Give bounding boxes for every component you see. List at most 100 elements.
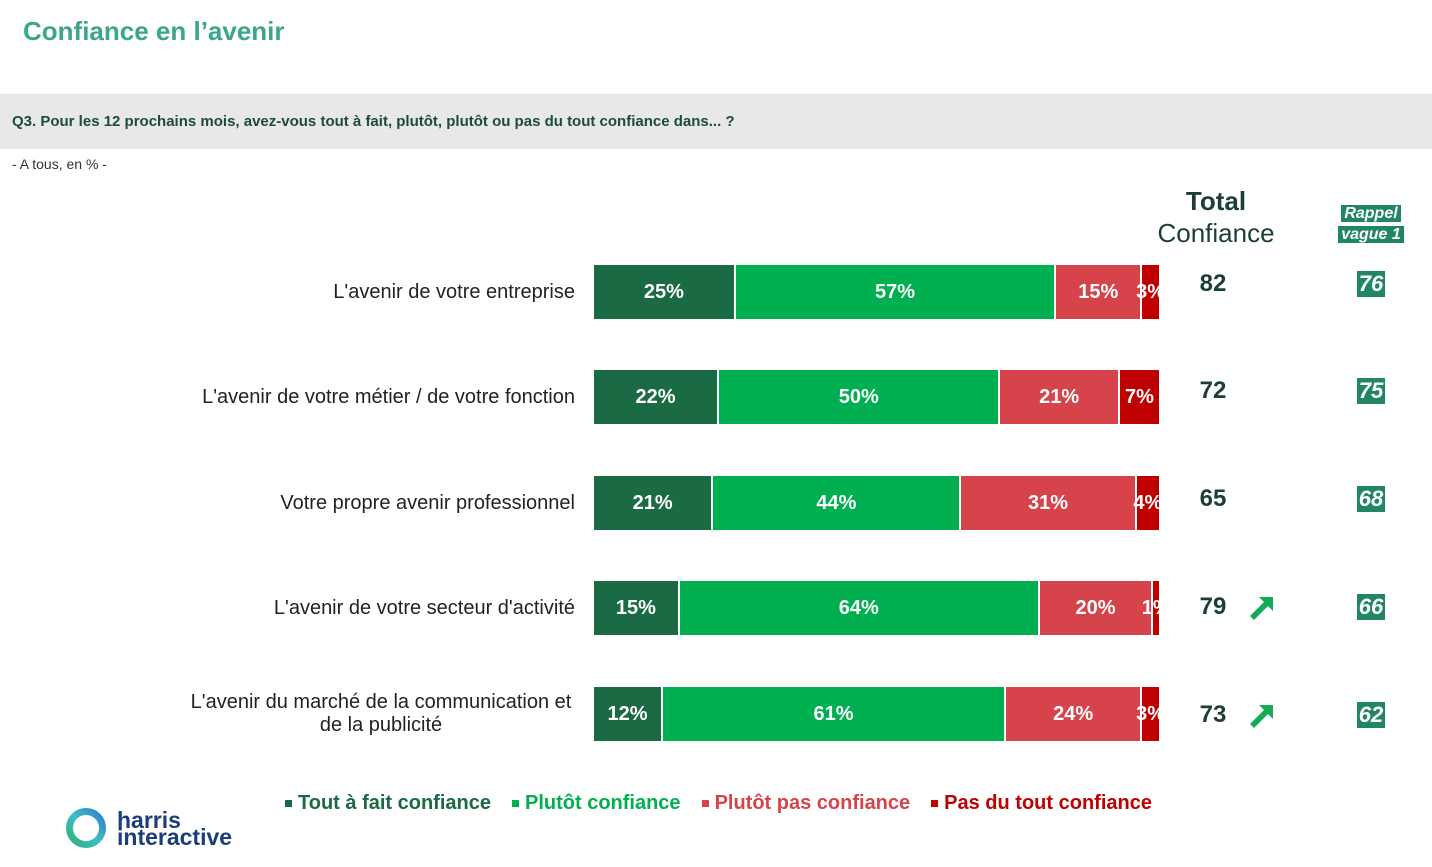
recall-column-header: Rappel vague 1 <box>1311 205 1431 247</box>
stacked-bar: 12%61%24%3% <box>594 687 1159 741</box>
data-label-unit: % <box>1136 386 1154 408</box>
data-label-unit: % <box>638 597 656 619</box>
data-label-unit: % <box>1075 703 1094 725</box>
arrow-shape <box>1250 597 1273 620</box>
data-label: 20% <box>1075 581 1115 635</box>
bar-segment-tout-a-fait: 15% <box>594 581 678 635</box>
data-label-value: 64 <box>838 597 861 619</box>
rappel-vague-1-value: 76 <box>1356 271 1386 297</box>
legend-marker-pas-du-tout <box>931 799 939 807</box>
data-label: 61% <box>814 687 854 741</box>
data-label-unit: % <box>666 281 684 303</box>
bar-segment-pas-du-tout: 3% <box>1136 265 1159 319</box>
data-label: 4% <box>1133 476 1159 530</box>
data-label: 3% <box>1136 687 1159 741</box>
data-label-unit: % <box>835 703 854 725</box>
data-label: 15% <box>1078 265 1118 319</box>
bar-segment-pas-du-tout: 7% <box>1119 370 1159 424</box>
legend-marker-plutot <box>511 799 519 807</box>
data-label-value: 31 <box>1027 492 1051 514</box>
data-label-unit: % <box>654 492 673 514</box>
stacked-bar: 21%44%31%4% <box>594 476 1159 530</box>
data-label: 21% <box>1039 370 1079 424</box>
question-band: Q3. Pour les 12 prochains mois, avez-vou… <box>0 94 1432 149</box>
data-label: 15% <box>616 581 656 635</box>
legend-label-plutot: Plutôt confiance <box>524 792 681 814</box>
category-label: L'avenir de votre secteur d'activité <box>273 596 575 619</box>
data-label-unit: % <box>1061 386 1080 408</box>
page-title: Confiance en l’avenir <box>23 16 285 46</box>
rappel-vague-1-value: 68 <box>1356 486 1386 512</box>
category-label-cell: L'avenir de votre métier / de votre fonc… <box>0 370 575 424</box>
data-label: 50% <box>839 370 879 424</box>
data-label-unit: % <box>1100 281 1119 303</box>
data-label-value: 61 <box>813 703 836 725</box>
data-label: 31% <box>1028 476 1068 530</box>
bar-segment-plutot: 44% <box>713 476 960 530</box>
recall-header-line2: vague 1 <box>1338 226 1404 243</box>
total-confiance-value: 79 <box>1199 593 1227 620</box>
base-note: - A tous, en % - <box>12 156 107 172</box>
arrow-up-right-icon <box>1250 597 1273 620</box>
data-label-unit: % <box>1097 597 1116 619</box>
rappel-vague-1-value: 62 <box>1356 702 1386 728</box>
logo-wordmark-line2: interactive <box>117 824 233 850</box>
legend-marker-plutot-pas <box>701 799 709 807</box>
stacked-bar: 15%64%20%1% <box>594 581 1159 635</box>
rappel-vague-1-cell: 62 <box>1331 702 1411 728</box>
category-label: L'avenir de votre métier / de votre fonc… <box>202 385 575 408</box>
category-label-cell: L'avenir du marché de la communication e… <box>0 687 575 741</box>
total-column-subtitle: Confiance <box>1157 218 1275 248</box>
logo-ring-icon <box>66 808 106 848</box>
data-label-unit: % <box>629 703 648 725</box>
stacked-bar: 22% 50% 21% 7% <box>594 370 1159 424</box>
bar-segment-plutot-pas: 24% <box>1006 687 1141 741</box>
data-label: 44% <box>816 476 856 530</box>
bar-segment-plutot: 57% <box>735 265 1055 319</box>
rappel-vague-1-cell: 66 <box>1331 594 1411 620</box>
data-label-unit: % <box>657 386 676 408</box>
bar-segment-plutot-pas: 31% <box>961 476 1135 530</box>
bar-segment-plutot: 50% <box>718 370 999 424</box>
data-label-value: 21 <box>632 492 655 514</box>
data-label-unit: % <box>860 597 879 619</box>
bar-segment-plutot: 64% <box>679 581 1038 635</box>
data-label-value: 21 <box>1039 386 1062 408</box>
total-confiance-value: 65 <box>1199 485 1227 512</box>
data-label: 21% <box>633 476 673 530</box>
bar-segment-plutot-pas: 15% <box>1056 265 1141 319</box>
rappel-vague-1-value: 66 <box>1356 594 1386 620</box>
data-label: 57% <box>875 265 915 319</box>
category-label: Votre propre avenir professionnel <box>280 491 575 514</box>
data-label: 12% <box>608 687 648 741</box>
data-label-value: 15 <box>1078 281 1101 303</box>
rappel-vague-1-value: 75 <box>1356 378 1386 404</box>
category-label-cell: L'avenir de votre entreprise <box>0 265 575 319</box>
logo-ring-shape <box>66 808 106 848</box>
data-label-value: 24 <box>1053 703 1076 725</box>
total-confiance-value: 73 <box>1199 701 1227 728</box>
data-label-value: 20 <box>1075 597 1098 619</box>
legend-label-plutot-pas: Plutôt pas confiance <box>714 792 911 814</box>
data-label-unit: % <box>897 281 916 303</box>
data-label-value: 3 <box>1136 281 1148 303</box>
data-label: 7% <box>1125 370 1154 424</box>
recall-header-row-1: Rappel <box>1311 205 1431 222</box>
data-label-unit: % <box>1147 281 1159 303</box>
total-confiance-value: 72 <box>1199 377 1227 404</box>
legend-marker-tout-a-fait <box>285 799 292 807</box>
data-label-value: 22 <box>635 386 658 408</box>
data-label-value: 50 <box>838 386 861 408</box>
stacked-bar: 25%57%15%3% <box>594 265 1159 319</box>
bar-segment-tout-a-fait: 22% <box>594 370 717 424</box>
data-label-unit: % <box>838 492 857 514</box>
bar-segment-tout-a-fait: 25% <box>594 265 734 319</box>
data-label-unit: % <box>1144 492 1159 514</box>
data-label-unit: % <box>860 386 879 408</box>
bar-segment-pas-du-tout: 1% <box>1142 581 1159 635</box>
data-label: 25% <box>644 265 684 319</box>
legend-label-tout-a-fait: Tout à fait confiance <box>298 792 491 814</box>
category-label: L'avenir du marché de la communication e… <box>190 691 572 736</box>
legend-item-tout-a-fait: Tout à fait confiance <box>285 793 491 813</box>
